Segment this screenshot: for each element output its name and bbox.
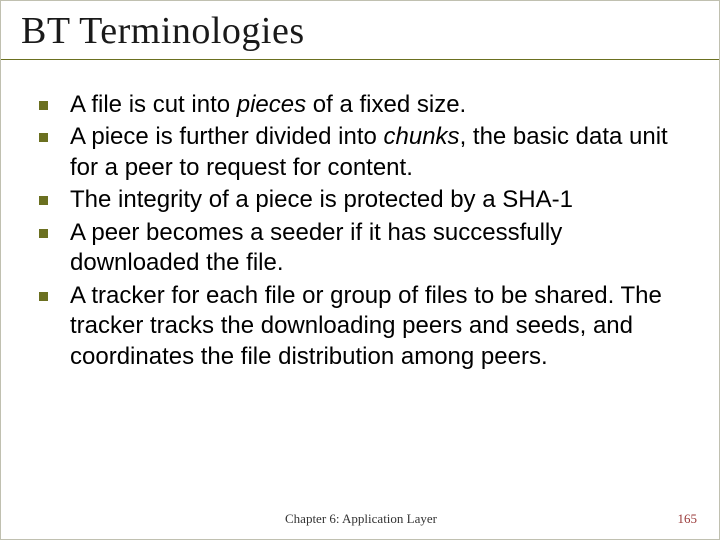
list-item: A peer becomes a seeder if it has succes… bbox=[39, 218, 681, 279]
bullet-list: A file is cut into pieces of a fixed siz… bbox=[39, 90, 681, 372]
square-bullet-icon bbox=[39, 101, 48, 110]
list-item: A file is cut into pieces of a fixed siz… bbox=[39, 90, 681, 120]
square-bullet-icon bbox=[39, 292, 48, 301]
bullet-text: A piece is further divided into chunks, … bbox=[70, 122, 681, 183]
page-number: 165 bbox=[678, 511, 698, 527]
list-item: The integrity of a piece is protected by… bbox=[39, 185, 681, 215]
square-bullet-icon bbox=[39, 229, 48, 238]
bullet-text: A tracker for each file or group of file… bbox=[70, 281, 681, 372]
bullet-text: The integrity of a piece is protected by… bbox=[70, 185, 573, 215]
title-container: BT Terminologies bbox=[1, 1, 719, 60]
content-area: A file is cut into pieces of a fixed siz… bbox=[1, 60, 719, 372]
bullet-text: A peer becomes a seeder if it has succes… bbox=[70, 218, 681, 279]
list-item: A tracker for each file or group of file… bbox=[39, 281, 681, 372]
slide: BT Terminologies A file is cut into piec… bbox=[0, 0, 720, 540]
square-bullet-icon bbox=[39, 196, 48, 205]
bullet-text: A file is cut into pieces of a fixed siz… bbox=[70, 90, 466, 120]
list-item: A piece is further divided into chunks, … bbox=[39, 122, 681, 183]
square-bullet-icon bbox=[39, 133, 48, 142]
slide-title: BT Terminologies bbox=[21, 9, 699, 53]
footer-text: Chapter 6: Application Layer bbox=[1, 511, 720, 527]
